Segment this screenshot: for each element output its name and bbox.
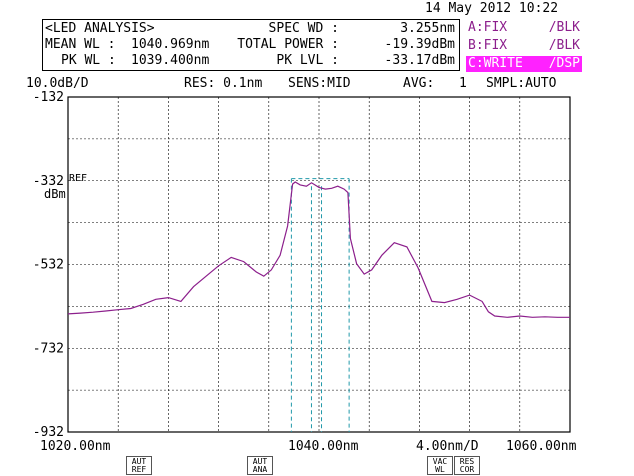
softkey-vacuum-wl[interactable]: VAC WL [427,456,453,475]
softkey-res-correction-line2: COR [459,465,475,474]
trace-a-mode: /BLK [548,20,580,35]
mean-wl-label: MEAN WL : [45,37,116,52]
pk-wl-label: PK WL : [61,53,116,68]
softkey-auto-ref[interactable]: AUT REF [126,456,152,475]
softkey-auto-ref-line1: AUT [131,457,147,466]
mean-wl-value: 1040.969nm [131,37,210,52]
scale-setting: 10.0dB/D [26,76,89,91]
sensitivity-setting: SENS:MID [288,76,351,91]
softkey-vacuum-wl-line1: VAC [432,457,448,466]
total-power-label: TOTAL POWER : [237,37,339,52]
datetime: 14 May 2012 10:22 [425,1,559,16]
trace-b-mode: /BLK [548,38,580,53]
series-line-spectrum [67,181,570,318]
y-tick-label: -732 [33,341,64,356]
trace-a-status[interactable]: A:FIX /BLK [466,20,582,36]
sampling-setting: SMPL:AUTO [486,76,557,91]
softkey-res-correction[interactable]: RES COR [454,456,480,475]
pk-lvl-value: -33.17dBm [384,53,455,68]
analysis-title: <LED ANALYSIS> [45,21,155,36]
avg-value: 1 [459,76,467,91]
softkey-auto-analysis-line1: AUT [252,457,268,466]
y-unit-label: dBm [44,187,66,201]
ref-marker: REF [69,173,88,184]
softkey-auto-ref-line2: REF [131,465,147,474]
trace-b-name: B:FIX [468,38,508,53]
softkey-res-correction-line1: RES [459,457,475,466]
resolution-setting: RES: 0.1nm [184,76,263,91]
pk-lvl-label: PK LVL : [276,53,339,68]
trace-a-name: A:FIX [468,20,508,35]
x-center-label: 1040.00nm [288,439,359,454]
trace-c-name: C:WRITE [468,56,523,71]
x-stop-label: 1060.00nm [506,439,577,454]
softkey-auto-analysis-line2: ANA [252,465,268,474]
trace-b-status[interactable]: B:FIX /BLK [466,38,582,54]
spec-wd-value: 3.255nm [400,21,455,36]
analysis-panel: <LED ANALYSIS> MEAN WL : 1040.969nm PK W… [42,19,460,71]
trace-c-status[interactable]: C:WRITE /DSP [466,56,582,72]
y-tick-label: -332 [33,174,64,189]
trace-c-mode: /DSP [548,56,580,71]
pk-wl-value: 1039.400nm [131,53,210,68]
y-tick-label: -132 [33,90,64,105]
x-span-label: 4.00nm/D [416,439,479,454]
x-start-label: 1020.00nm [40,439,111,454]
avg-label: AVG: [403,76,435,91]
total-power-value: -19.39dBm [384,37,455,52]
softkey-vacuum-wl-line2: WL [435,465,445,474]
softkey-auto-analysis[interactable]: AUT ANA [247,456,273,475]
y-tick-label: -532 [33,258,64,273]
y-tick-label: -932 [33,425,64,440]
spec-wd-label: SPEC WD : [268,21,339,36]
